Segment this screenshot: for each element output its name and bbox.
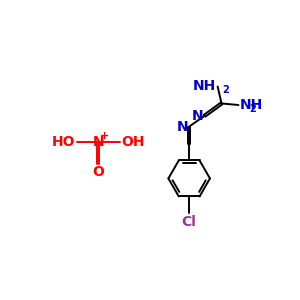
Text: N: N: [192, 109, 203, 123]
Text: N: N: [176, 120, 188, 134]
Text: NH: NH: [240, 98, 263, 112]
Text: OH: OH: [122, 135, 145, 149]
Text: NH: NH: [193, 79, 216, 93]
Text: N: N: [92, 135, 104, 149]
Text: O: O: [92, 165, 104, 179]
Text: Cl: Cl: [182, 215, 196, 229]
Text: HO: HO: [52, 135, 75, 149]
Text: +: +: [100, 131, 109, 141]
Text: 2: 2: [249, 104, 256, 114]
Text: 2: 2: [222, 85, 229, 94]
